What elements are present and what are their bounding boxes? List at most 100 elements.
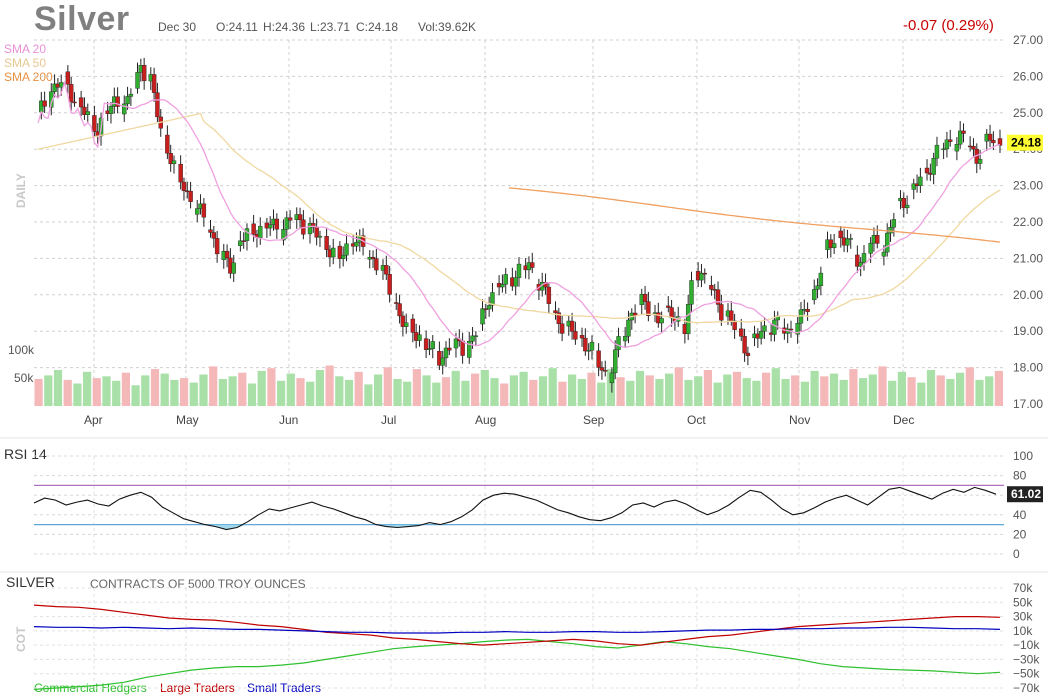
rsi-line bbox=[33, 486, 997, 531]
cot-tick-label: 50k bbox=[1013, 595, 1033, 609]
candle-down bbox=[65, 71, 71, 85]
candle-down bbox=[961, 130, 966, 134]
candle-up bbox=[626, 319, 631, 337]
volume-bar bbox=[868, 374, 877, 406]
candle-down bbox=[729, 310, 734, 322]
candle-up bbox=[85, 111, 90, 116]
candle-up bbox=[845, 238, 850, 246]
volume-bar bbox=[228, 376, 237, 406]
candle-down bbox=[579, 335, 585, 339]
candle-down bbox=[530, 262, 535, 268]
volume-bar bbox=[199, 374, 208, 406]
candle-up bbox=[812, 289, 817, 301]
volume-bar bbox=[529, 379, 538, 406]
candle-down bbox=[251, 223, 256, 235]
candle-up bbox=[848, 238, 853, 240]
rsi-tick-label: 20 bbox=[1013, 527, 1027, 541]
candle-down bbox=[423, 338, 429, 350]
candle-down bbox=[297, 214, 303, 221]
volume-bar bbox=[723, 374, 732, 406]
candle-up bbox=[516, 263, 522, 278]
candle-down bbox=[287, 217, 293, 221]
volume-bar bbox=[820, 376, 829, 406]
month-label: Oct bbox=[687, 413, 706, 427]
volume-bar bbox=[247, 383, 257, 406]
candle-down bbox=[745, 352, 751, 356]
price-tick-label: 22.00 bbox=[1013, 215, 1043, 229]
chart-title: Silver bbox=[34, 0, 130, 38]
candle-down bbox=[875, 234, 880, 244]
candle-up bbox=[818, 272, 824, 286]
candle-up bbox=[977, 159, 983, 164]
candle-up bbox=[490, 292, 495, 306]
volume-label: Vol:39.62K bbox=[418, 20, 477, 34]
volume-bar bbox=[606, 369, 615, 406]
candle-up bbox=[815, 285, 820, 290]
candle-down bbox=[669, 307, 674, 319]
volume-bar bbox=[917, 382, 926, 406]
volume-bar bbox=[306, 381, 315, 406]
volume-bar bbox=[558, 381, 567, 406]
month-label: Dec bbox=[893, 413, 914, 427]
candle-down bbox=[68, 84, 74, 103]
candle-down bbox=[115, 96, 120, 107]
candle-up bbox=[470, 335, 475, 342]
candle-down bbox=[168, 153, 173, 165]
volume-bar bbox=[364, 384, 373, 406]
month-label: Jun bbox=[279, 413, 298, 427]
candle-up bbox=[941, 148, 946, 151]
volume-bar bbox=[655, 379, 664, 406]
candle-up bbox=[699, 272, 704, 281]
volume-bar bbox=[849, 369, 858, 406]
candle-down bbox=[788, 328, 794, 331]
candle-down bbox=[971, 146, 976, 150]
volume-bar bbox=[781, 379, 790, 406]
candle-up bbox=[231, 262, 236, 274]
price-tick-label: 17.00 bbox=[1013, 397, 1043, 411]
candle-down bbox=[201, 203, 207, 218]
volume-bar bbox=[936, 375, 945, 406]
volume-bar bbox=[131, 385, 140, 406]
volume-bar bbox=[665, 373, 674, 406]
volume-bar bbox=[490, 378, 499, 406]
volume-bar bbox=[315, 370, 324, 406]
candle-up bbox=[135, 72, 140, 89]
candle-up bbox=[453, 338, 459, 349]
volume-bar bbox=[296, 378, 305, 406]
candle-down bbox=[82, 106, 87, 116]
volume-bar bbox=[180, 378, 189, 406]
volume-bar bbox=[888, 380, 897, 406]
candle-down bbox=[599, 367, 605, 371]
legend-sma20: SMA 20 bbox=[4, 42, 47, 56]
date-label: Dec 30 bbox=[158, 20, 197, 34]
candle-up bbox=[944, 139, 950, 150]
volume-bar bbox=[218, 379, 227, 406]
cot-tick-label: −50k bbox=[1013, 667, 1040, 681]
candle-down bbox=[702, 272, 707, 275]
volume-bar bbox=[92, 378, 101, 406]
candle-up bbox=[885, 232, 890, 253]
volume-bar bbox=[412, 369, 421, 406]
candle-down bbox=[656, 312, 661, 324]
candle-up bbox=[238, 240, 243, 246]
candle-down bbox=[324, 236, 329, 250]
volume-bar bbox=[383, 367, 392, 406]
volume-bar bbox=[538, 376, 548, 406]
volume-bar bbox=[626, 380, 635, 406]
volume-bar bbox=[53, 370, 63, 406]
volume-bar bbox=[354, 371, 363, 406]
candle-up bbox=[281, 228, 286, 241]
volume-bar bbox=[926, 370, 936, 406]
rsi-tick-label: 100 bbox=[1013, 449, 1033, 463]
volume-bar bbox=[393, 379, 402, 406]
candle-down bbox=[214, 238, 220, 255]
candle-up bbox=[122, 103, 127, 115]
candle-down bbox=[274, 218, 280, 230]
volume-bar bbox=[587, 372, 596, 406]
volume-bar bbox=[994, 370, 1003, 406]
candle-up bbox=[858, 262, 863, 267]
volume-bar bbox=[577, 379, 586, 406]
candle-up bbox=[443, 347, 449, 359]
candle-up bbox=[772, 319, 777, 335]
